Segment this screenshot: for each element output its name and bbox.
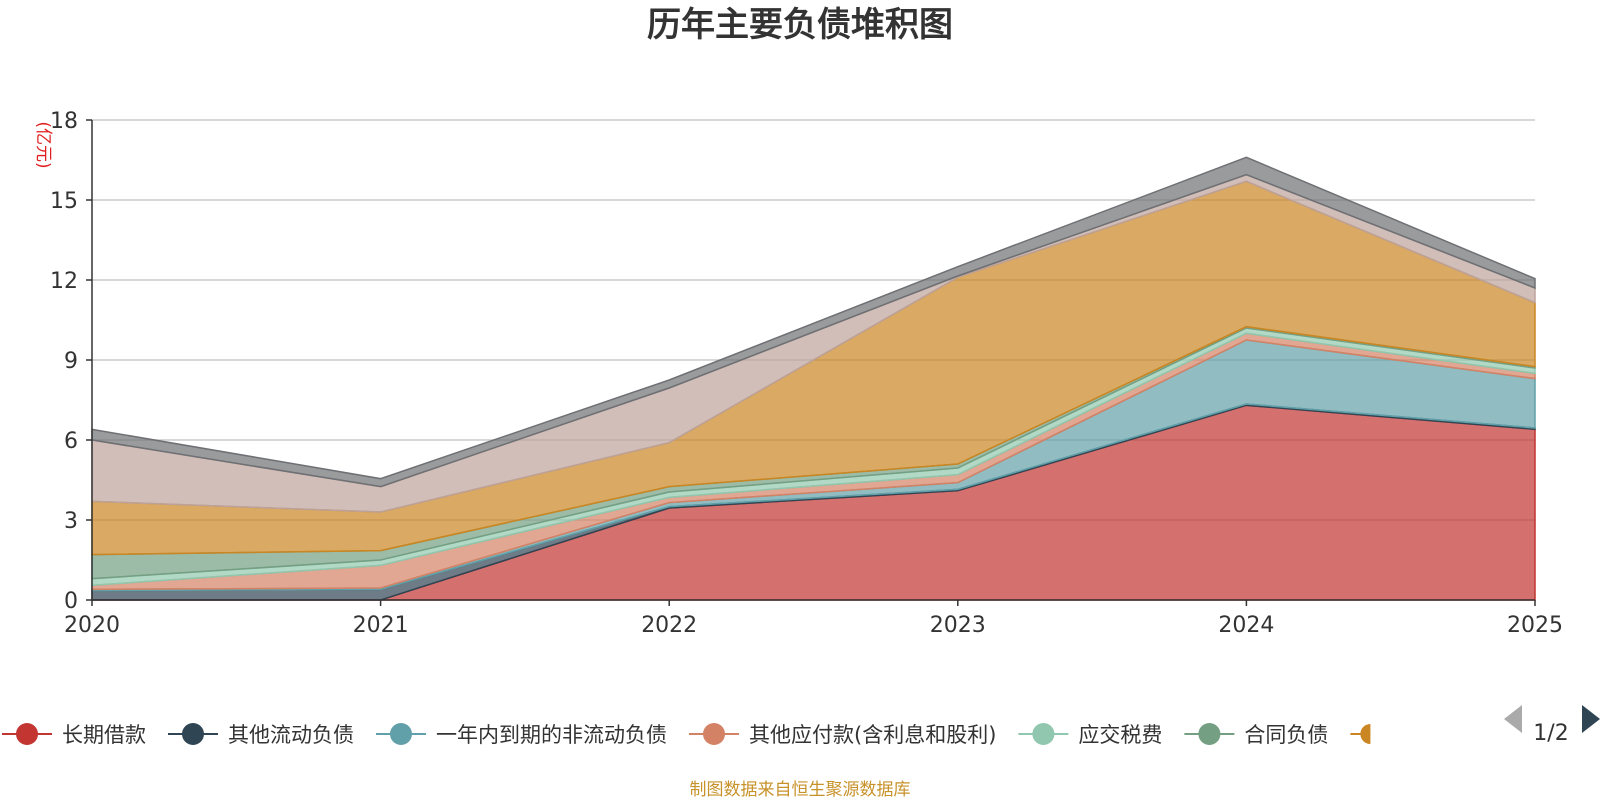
x-tick-label: 2023 <box>930 613 986 638</box>
axes: 0 3 6 9 12 15 18 2020 2021 2022 2023 2024 2025 <box>50 109 1563 638</box>
y-tick-label: 6 <box>64 429 78 454</box>
legend-label: 一年内到期的非流动负债 <box>436 723 667 747</box>
legend-marker-icon <box>1198 723 1221 745</box>
legend: 长期借款 其他流动负债 一年内到期的非流动负债 其他应付款(含利息和股利) 应交税费 合同… <box>2 723 1371 747</box>
area-series-其他 <box>91 156 1536 488</box>
chart-title: 历年主要负债堆积图 <box>647 5 953 45</box>
data-source-note: 制图数据来自恒生聚源数据库 <box>690 780 911 800</box>
y-axis-unit-label: (亿元) <box>33 121 53 168</box>
legend-item[interactable]: 应交税费 <box>1018 723 1162 747</box>
legend-item[interactable]: 其他应付款(含利息和股利) <box>689 723 996 747</box>
legend-label: 其他流动负债 <box>228 723 354 747</box>
x-tick-label: 2025 <box>1507 613 1563 638</box>
legend-label: 其他应付款(含利息和股利) <box>749 723 996 747</box>
legend-next-page-icon[interactable] <box>1582 705 1600 733</box>
legend-item-partial[interactable] <box>1350 724 1371 744</box>
x-tick-label: 2020 <box>64 613 120 638</box>
legend-marker-icon <box>703 723 725 745</box>
y-tick-label: 12 <box>50 269 78 294</box>
legend-label: 合同负债 <box>1244 723 1328 747</box>
legend-marker-icon <box>1032 723 1055 745</box>
legend-item[interactable]: 一年内到期的非流动负债 <box>376 723 667 747</box>
y-tick-label: 0 <box>64 589 78 614</box>
legend-item[interactable]: 其他流动负债 <box>168 723 354 747</box>
legend-marker-icon <box>16 723 38 745</box>
y-tick-label: 18 <box>50 109 78 134</box>
y-tick-label: 3 <box>64 509 78 534</box>
legend-item[interactable]: 长期借款 <box>2 723 146 747</box>
y-tick-label: 15 <box>50 189 78 214</box>
legend-item[interactable]: 合同负债 <box>1184 723 1328 747</box>
legend-prev-page-icon[interactable] <box>1504 705 1522 733</box>
y-tick-label: 9 <box>64 349 78 374</box>
legend-marker-icon <box>182 723 204 745</box>
legend-page-indicator: 1/2 <box>1533 721 1568 746</box>
x-tick-label: 2022 <box>641 613 697 638</box>
legend-pager: 1/2 <box>1504 705 1600 746</box>
legend-label: 长期借款 <box>62 723 146 747</box>
stacked-areas <box>91 156 1536 601</box>
x-tick-label: 2021 <box>353 613 409 638</box>
x-tick-label: 2024 <box>1218 613 1274 638</box>
legend-label: 应交税费 <box>1078 723 1162 747</box>
legend-marker-icon <box>390 723 412 745</box>
legend-marker-icon <box>1360 724 1371 744</box>
